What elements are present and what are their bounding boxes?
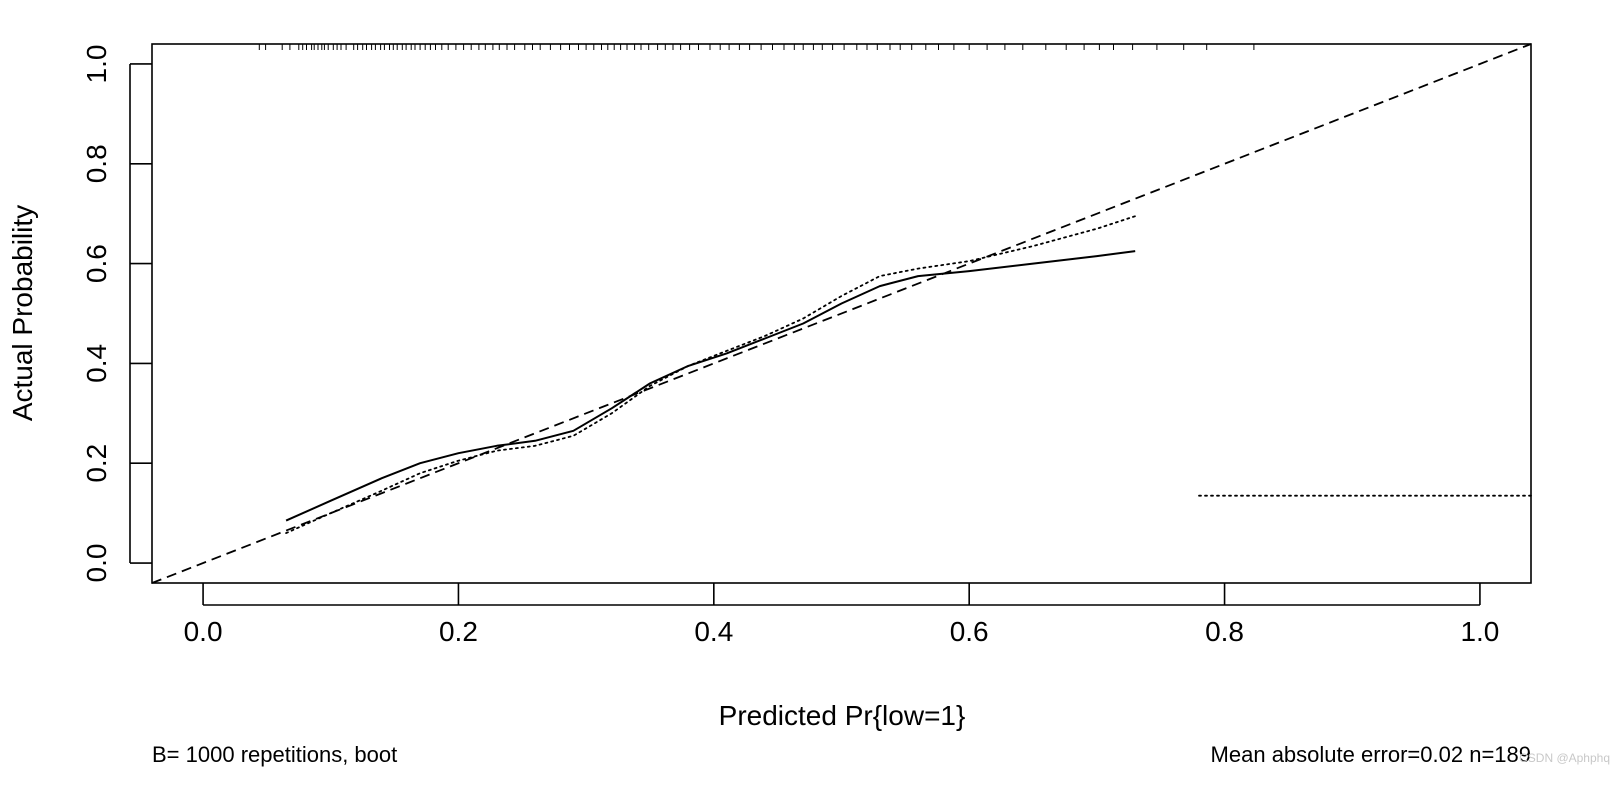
series-layer bbox=[151, 43, 1532, 584]
series-bias-corrected-curve-2 bbox=[285, 215, 1137, 534]
x-tick-label: 0.8 bbox=[1205, 616, 1244, 647]
y-axis-title: Actual Probability bbox=[7, 205, 38, 421]
x-axis-title: Predicted Pr{low=1} bbox=[719, 700, 966, 731]
watermark: CSDN @Aphphq bbox=[1519, 751, 1610, 765]
y-axis: 0.0 0.2 0.4 0.6 0.8 1.0 bbox=[81, 45, 152, 583]
series-ideal-line-0 bbox=[151, 43, 1532, 584]
x-tick-label: 0.0 bbox=[184, 616, 223, 647]
y-tick-label: 0.8 bbox=[81, 144, 112, 183]
rug-marks-top bbox=[258, 44, 1255, 50]
y-tick-label: 0.4 bbox=[81, 344, 112, 383]
x-tick-label: 0.6 bbox=[950, 616, 989, 647]
plot-frame bbox=[151, 43, 1532, 584]
x-tick-label: 0.4 bbox=[694, 616, 733, 647]
y-tick-label: 0.2 bbox=[81, 444, 112, 483]
y-tick-label: 1.0 bbox=[81, 45, 112, 84]
y-tick-label: 0.6 bbox=[81, 244, 112, 283]
y-tick-label: 0.0 bbox=[81, 544, 112, 583]
x-tick-label: 0.2 bbox=[439, 616, 478, 647]
x-tick-label: 1.0 bbox=[1460, 616, 1499, 647]
x-axis: 0.0 0.2 0.4 0.6 0.8 1.0 bbox=[184, 583, 1499, 647]
footer-left-note: B= 1000 repetitions, boot bbox=[152, 742, 397, 767]
footer-right-note: Mean absolute error=0.02 n=189 bbox=[1211, 742, 1531, 767]
